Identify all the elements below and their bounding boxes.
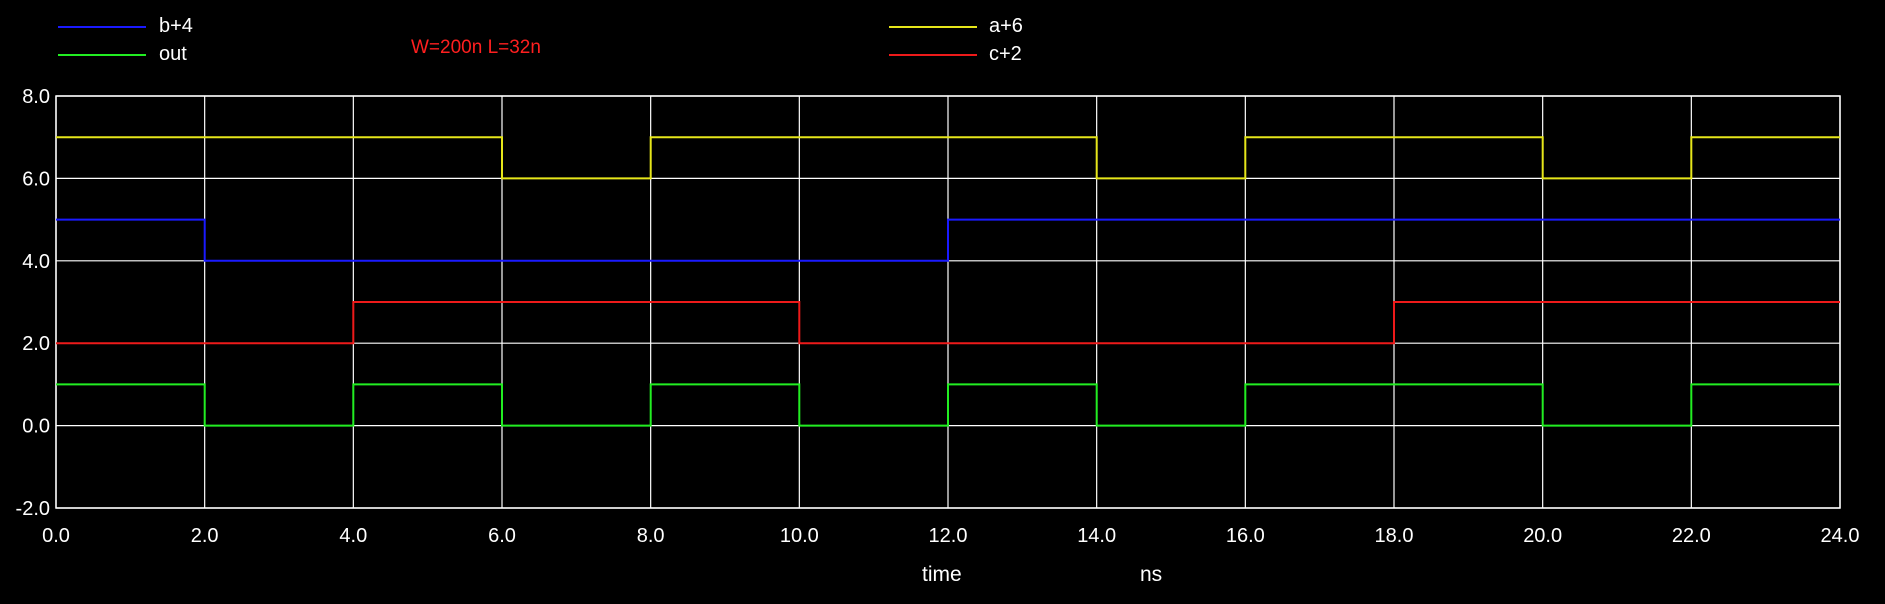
y-tick-label: 0.0 [22, 416, 50, 438]
x-tick-label: 0.0 [42, 525, 70, 547]
x-tick-label: 12.0 [929, 525, 968, 547]
legend-swatch-out [58, 54, 146, 56]
legend-label-b: b+4 [159, 15, 193, 37]
x-axis-unit: ns [1140, 563, 1163, 586]
chart-annotation: W=200n L=32n [411, 37, 541, 58]
legend-label-out: out [159, 43, 187, 65]
y-tick-label: 8.0 [22, 86, 50, 108]
y-tick-label: 2.0 [22, 333, 50, 355]
x-axis-title: time [922, 563, 962, 586]
y-tick-label: 6.0 [22, 168, 50, 190]
x-tick-label: 22.0 [1672, 525, 1711, 547]
x-tick-label: 6.0 [488, 525, 516, 547]
series-lines [56, 136, 1840, 427]
x-tick-label: 14.0 [1077, 525, 1116, 547]
x-tick-label: 24.0 [1821, 525, 1860, 547]
legend-swatch-a [889, 26, 977, 28]
series-line-out [56, 383, 1840, 427]
legend-label-c: c+2 [989, 43, 1022, 65]
legend-swatch-c [889, 54, 977, 56]
legend-label-a: a+6 [989, 15, 1023, 37]
x-tick-label: 8.0 [637, 525, 665, 547]
series-line-c-2 [56, 301, 1840, 345]
y-tick-label: 4.0 [22, 251, 50, 273]
x-tick-label: 16.0 [1226, 525, 1265, 547]
series-line-a-6 [56, 136, 1840, 180]
x-tick-label: 2.0 [191, 525, 219, 547]
x-tick-label: 18.0 [1375, 525, 1414, 547]
legend-swatch-b [58, 26, 146, 28]
y-tick-label: -2.0 [16, 498, 50, 520]
x-tick-label: 4.0 [339, 525, 367, 547]
tick-labels: 0.0 2.0 4.0 6.0 8.0 10.0 12.0 14.0 16.0 18.0 20.0 2… [16, 86, 1860, 547]
x-tick-label: 20.0 [1523, 525, 1562, 547]
x-tick-label: 10.0 [780, 525, 819, 547]
series-line-b-4 [56, 218, 1840, 262]
